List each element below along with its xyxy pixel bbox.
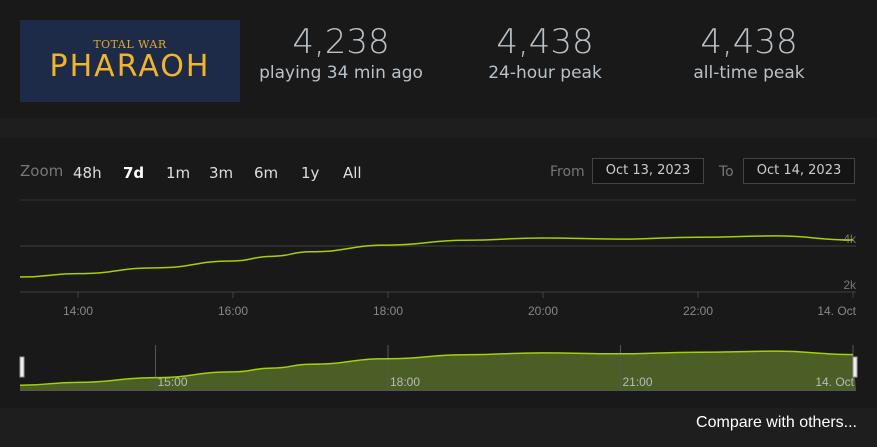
from-label: From [550, 164, 585, 180]
x-tick-label: 16:00 [218, 304, 248, 318]
x-tick-label: 14. Oct [817, 304, 856, 318]
compare-link[interactable]: Compare with others... [696, 414, 857, 431]
current-players: 4,238 playing 34 min ago [259, 22, 423, 83]
x-tick-label: 14:00 [63, 304, 93, 318]
zoom-1y[interactable]: 1y [301, 164, 320, 182]
zoom-all[interactable]: All [343, 164, 362, 182]
zoom-6m[interactable]: 6m [254, 164, 279, 182]
all-time-peak: 4,438 all-time peak [693, 22, 805, 83]
x-tick-label: 22:00 [683, 304, 713, 318]
navigator-tick-label: 18:00 [390, 375, 420, 389]
x-tick-label: 18:00 [373, 304, 403, 318]
zoom-1m[interactable]: 1m [166, 164, 191, 182]
y-tick-label: 4k [843, 232, 857, 246]
navigator-tick-label: 15:00 [158, 375, 188, 389]
to-label: To [719, 164, 734, 180]
navigator-handle-left[interactable] [19, 356, 25, 378]
zoom-48h[interactable]: 48h [73, 164, 102, 182]
y-tick-label: 2k [843, 278, 857, 292]
navigator-area [20, 351, 856, 390]
navigator-line [19, 350, 854, 386]
to-date-input[interactable] [743, 158, 855, 184]
navigator-handle-right[interactable] [852, 356, 858, 378]
series-line [19, 235, 854, 278]
game-logo: TOTAL WAR PHARAOH [20, 20, 240, 102]
zoom-7d[interactable]: 7d [123, 164, 145, 182]
zoom-label: Zoom [20, 162, 64, 180]
24h-peak: 4,438 24-hour peak [488, 22, 602, 83]
zoom-3m[interactable]: 3m [209, 164, 234, 182]
x-tick-label: 20:00 [528, 304, 558, 318]
navigator-tick-label: 14. Oct [815, 375, 854, 389]
from-date-input[interactable] [592, 158, 704, 184]
navigator-tick-label: 21:00 [623, 375, 653, 389]
